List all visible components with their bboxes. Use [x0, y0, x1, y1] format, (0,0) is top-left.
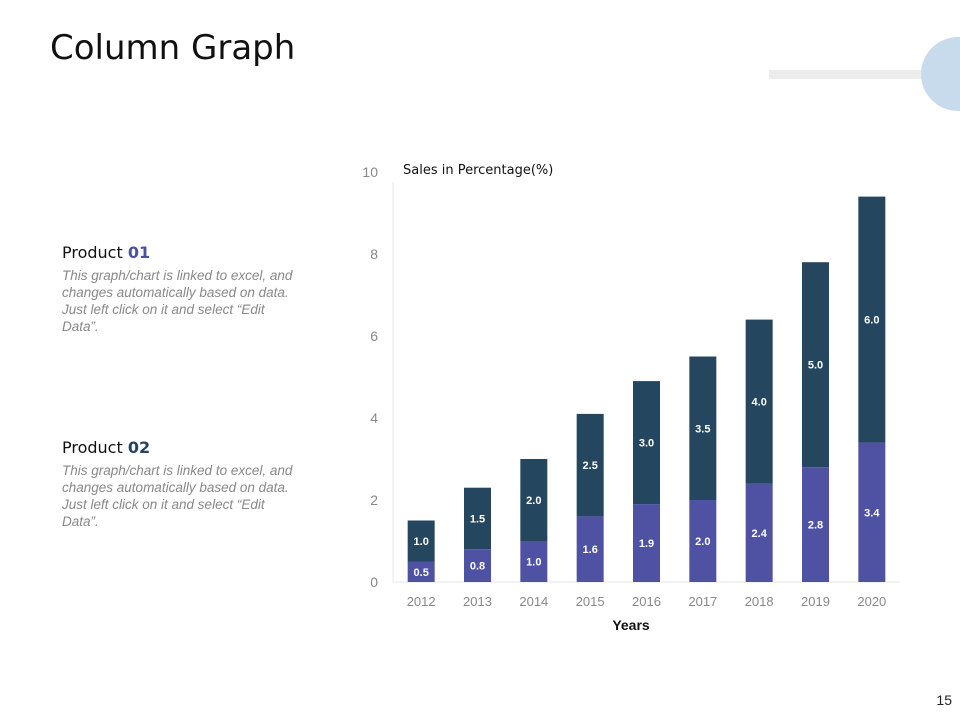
y-tick-label-0: 0 [370, 574, 378, 590]
product-01-label: Product [62, 243, 128, 262]
data-label-s2-2016: 3.0 [639, 438, 654, 450]
y-tick-label-6: 6 [370, 328, 378, 344]
data-label-s2-2019: 5.0 [808, 360, 823, 372]
data-label-s1-2013: 0.8 [470, 561, 485, 573]
product-02-block: Product 02 This graph/chart is linked to… [62, 438, 297, 530]
bar-s2-2019 [802, 262, 829, 468]
data-label-s1-2018: 2.4 [752, 528, 768, 540]
data-label-s1-2019: 2.8 [808, 520, 823, 532]
x-tick-label-2013: 2013 [463, 594, 492, 609]
bar-s1-2018 [745, 483, 773, 582]
bar-s1-2019 [802, 467, 829, 582]
x-tick-label-2012: 2012 [407, 594, 436, 609]
x-axis-ticks: 2012 2013 2014 2015 2016 2017 2018 2019 2020 [407, 594, 887, 609]
data-label-s1-2015: 1.6 [583, 544, 598, 556]
bars: 0.5 1.0 0.8 1.5 1.0 2.0 1.6 2.5 1.9 3.0 2.0 3.5 2.4 4… [407, 196, 886, 582]
product-01-title: Product 01 [62, 243, 297, 263]
product-02-number: 02 [127, 438, 151, 457]
bar-s2-2015 [576, 413, 604, 517]
data-label-s2-2020: 6.0 [864, 315, 879, 327]
bar-s1-2020 [858, 442, 886, 582]
data-label-s1-2016: 1.9 [639, 538, 654, 550]
page-number: 15 [936, 692, 952, 708]
bar-s2-2014 [520, 459, 548, 541]
bar-s2-2020 [858, 196, 886, 443]
bar-s1-2016 [633, 504, 660, 582]
x-tick-label-2017: 2017 [688, 594, 717, 609]
data-label-s2-2012: 1.0 [414, 536, 429, 548]
bar-s2-2012 [407, 520, 435, 562]
y-tick-label-8: 8 [370, 246, 378, 262]
data-label-s2-2018: 4.0 [752, 397, 767, 409]
product-02-title: Product 02 [62, 438, 297, 458]
bar-s1-2014 [520, 541, 548, 582]
x-tick-label-2016: 2016 [632, 594, 661, 609]
bar-s1-2015 [576, 516, 604, 582]
product-01-number: 01 [127, 243, 151, 262]
data-label-s1-2014: 1.0 [526, 557, 541, 569]
x-axis-title: Years [612, 617, 650, 633]
product-01-description: This graph/chart is linked to excel, and… [62, 268, 293, 334]
product-01-block: Product 01 This graph/chart is linked to… [62, 243, 297, 335]
data-label-s2-2015: 2.5 [583, 460, 598, 472]
product-02-label: Product [62, 438, 128, 457]
bar-s2-2017 [689, 356, 717, 500]
data-label-s1-2017: 2.0 [695, 536, 710, 548]
x-tick-label-2019: 2019 [801, 594, 830, 609]
bar-s1-2013 [464, 549, 491, 582]
x-tick-label-2014: 2014 [519, 594, 548, 609]
data-label-s2-2014: 2.0 [526, 495, 541, 507]
bar-s2-2018 [745, 319, 773, 484]
decorative-bar [769, 70, 960, 79]
y-tick-label-4: 4 [370, 410, 378, 426]
bar-s2-2013 [464, 487, 491, 550]
x-tick-label-2015: 2015 [576, 594, 605, 609]
x-tick-label-2018: 2018 [745, 594, 774, 609]
y-tick-label-2: 2 [370, 492, 378, 508]
chart-title: Sales in Percentage(%) [403, 163, 553, 178]
data-label-s1-2020: 3.4 [864, 507, 880, 519]
data-label-s1-2012: 0.5 [414, 567, 429, 579]
y-axis-ticks: 0 2 4 6 8 10 [362, 164, 378, 590]
bar-s2-2016 [633, 381, 660, 505]
x-tick-label-2020: 2020 [857, 594, 886, 609]
product-02-description: This graph/chart is linked to excel, and… [62, 463, 293, 529]
data-label-s2-2013: 1.5 [470, 513, 485, 525]
bar-s1-2017 [689, 500, 717, 582]
data-label-s2-2017: 3.5 [695, 423, 710, 435]
slide-title: Column Graph [50, 28, 296, 68]
y-tick-label-10: 10 [362, 164, 378, 180]
bar-s1-2012 [407, 561, 435, 582]
